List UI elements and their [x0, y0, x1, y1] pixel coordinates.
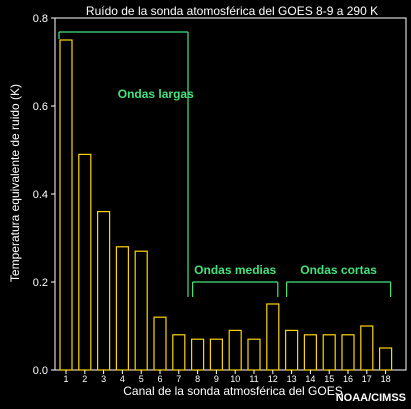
y-tick-label: 0.2	[33, 277, 48, 289]
x-tick-label: 18	[381, 374, 391, 384]
bar-channel-14	[303, 334, 317, 371]
x-tick-label: 7	[176, 374, 181, 384]
x-axis-ticks: 1 2 3 4 5 6 7 8 9 10 11 12 13 14 15 16 17 18	[63, 370, 391, 384]
credit-text: NOAA/CIMSS	[336, 392, 406, 404]
x-tick-label: 13	[287, 374, 297, 384]
x-tick-label: 1	[63, 374, 68, 384]
bar-channel-4	[115, 246, 130, 371]
y-axis-ticks: 0.0 0.2 0.4 0.6 0.8	[33, 13, 55, 377]
bracket-label: Ondas largas	[118, 87, 194, 101]
bar-channel-18	[379, 347, 393, 371]
y-tick-label: 0.8	[33, 13, 48, 25]
bar-channel-11	[247, 338, 261, 371]
bar-channel-17	[360, 325, 374, 371]
y-tick-label: 0.0	[33, 365, 48, 377]
annotation-brackets: Ondas largas Ondas medias Ondas cortas	[58, 31, 392, 297]
x-tick-label: 17	[362, 374, 372, 384]
bar-channel-9	[209, 338, 223, 371]
bar-channel-2	[78, 153, 92, 371]
bracket-label: Ondas cortas	[300, 263, 377, 277]
x-tick-label: 10	[230, 374, 240, 384]
bar-channel-8	[191, 338, 205, 371]
x-tick-label: 6	[157, 374, 162, 384]
bar-series	[59, 39, 393, 371]
chart-title: Ruído de la sonda atomosférica del GOES …	[86, 4, 378, 18]
bar-channel-16	[341, 334, 355, 371]
bar-channel-7	[172, 334, 186, 371]
bar-channel-1	[59, 39, 73, 371]
x-tick-label: 8	[195, 374, 200, 384]
y-tick-label: 0.4	[33, 189, 48, 201]
bar-channel-5	[134, 250, 148, 371]
x-tick-label: 16	[343, 374, 353, 384]
x-tick-label: 5	[139, 374, 144, 384]
x-tick-label: 2	[82, 374, 87, 384]
y-tick-label: 0.6	[33, 101, 48, 113]
x-tick-label: 15	[324, 374, 334, 384]
bar-channel-15	[322, 334, 336, 371]
x-tick-label: 12	[268, 374, 278, 384]
x-tick-label: 3	[101, 374, 106, 384]
y-axis-label: Temperatura equivalente de ruido (K)	[8, 84, 22, 282]
bar-channel-6	[153, 316, 167, 371]
bar-channel-10	[228, 329, 242, 371]
x-tick-label: 4	[120, 374, 125, 384]
bar-channel-3	[96, 211, 111, 371]
x-axis-label: Canal de la sonda atmosférica del GOES	[123, 384, 342, 398]
x-tick-label: 9	[214, 374, 219, 384]
bracket-label: Ondas medias	[194, 263, 276, 277]
bar-channel-13	[285, 329, 299, 371]
x-tick-label: 11	[249, 374, 258, 384]
bar-channel-12	[266, 303, 280, 371]
x-tick-label: 14	[305, 374, 315, 384]
